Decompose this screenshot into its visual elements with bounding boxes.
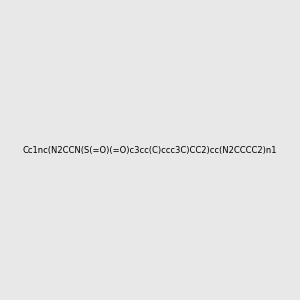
Text: Cc1nc(N2CCN(S(=O)(=O)c3cc(C)ccc3C)CC2)cc(N2CCCC2)n1: Cc1nc(N2CCN(S(=O)(=O)c3cc(C)ccc3C)CC2)cc…: [23, 146, 277, 154]
